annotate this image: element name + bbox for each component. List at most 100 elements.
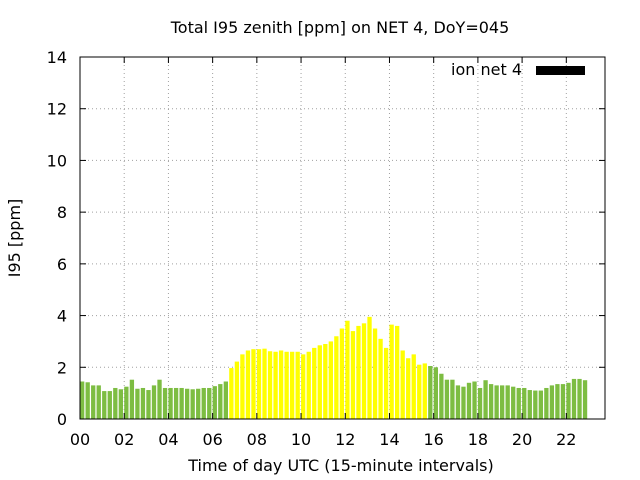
bar xyxy=(577,378,582,419)
bar xyxy=(538,390,543,419)
bar xyxy=(267,351,273,419)
x-tick-label: 14 xyxy=(379,430,399,449)
bar xyxy=(511,386,516,419)
bar xyxy=(516,387,521,419)
y-tick-label: 8 xyxy=(57,203,67,222)
bar xyxy=(234,361,240,419)
grid xyxy=(80,57,605,419)
bar xyxy=(273,351,278,419)
y-tick-label: 10 xyxy=(47,151,67,170)
bar xyxy=(367,316,372,419)
bar xyxy=(190,389,195,419)
bar xyxy=(124,386,129,419)
bar xyxy=(317,345,322,419)
bar xyxy=(345,320,350,419)
bar xyxy=(361,323,367,419)
bar xyxy=(80,381,85,419)
bar xyxy=(378,338,383,419)
bar xyxy=(135,388,140,419)
x-tick-label: 16 xyxy=(424,430,444,449)
bar xyxy=(306,351,311,419)
bar xyxy=(428,365,433,419)
bar xyxy=(527,390,532,419)
legend-label: ion net 4 xyxy=(451,60,522,79)
bar xyxy=(433,367,438,419)
bar xyxy=(483,380,488,419)
bar xyxy=(295,351,300,419)
bar xyxy=(339,328,345,419)
bar xyxy=(146,390,151,419)
bar xyxy=(500,385,505,419)
y-tick-label: 12 xyxy=(47,100,67,119)
bar xyxy=(129,379,135,419)
bar xyxy=(455,385,461,419)
bar xyxy=(201,387,206,419)
bar xyxy=(212,386,217,419)
bar xyxy=(107,391,112,419)
bar xyxy=(262,348,267,419)
bar xyxy=(245,350,251,419)
bar xyxy=(406,358,411,419)
legend: ion net 4 xyxy=(451,60,585,79)
bar xyxy=(400,350,405,419)
bar xyxy=(113,387,118,419)
bar xyxy=(411,354,416,419)
bar xyxy=(571,378,577,419)
y-tick-label: 0 xyxy=(57,410,67,429)
bar xyxy=(168,387,173,419)
x-tick-label: 12 xyxy=(335,430,355,449)
bar xyxy=(323,344,328,419)
bar xyxy=(549,385,555,419)
bar xyxy=(466,382,472,419)
bar xyxy=(229,368,234,419)
x-tick-label: 08 xyxy=(247,430,267,449)
bar xyxy=(140,387,146,419)
bar xyxy=(185,388,190,419)
bar xyxy=(118,389,123,419)
bar xyxy=(251,349,256,419)
bar xyxy=(91,385,96,419)
bar xyxy=(450,379,455,419)
bar xyxy=(505,385,510,419)
plot-frame xyxy=(79,56,606,420)
bar xyxy=(207,387,212,419)
bar xyxy=(555,384,560,419)
bar xyxy=(494,385,499,419)
bar xyxy=(533,390,538,419)
bar xyxy=(356,325,361,419)
bar xyxy=(544,387,549,419)
bar xyxy=(477,387,483,419)
bar xyxy=(350,331,356,419)
bar xyxy=(240,354,245,419)
bar xyxy=(162,387,168,419)
bar xyxy=(151,385,157,419)
y-axis-label: I95 [ppm] xyxy=(5,199,24,278)
legend-swatch xyxy=(536,66,585,75)
bar xyxy=(85,382,90,419)
bar xyxy=(218,384,223,419)
x-axis-label: Time of day UTC (15-minute intervals) xyxy=(187,456,494,475)
bar xyxy=(256,349,262,419)
bar xyxy=(472,381,477,419)
x-tick-label: 02 xyxy=(114,430,134,449)
bar xyxy=(566,382,571,419)
bar xyxy=(328,341,333,419)
bar xyxy=(522,387,527,419)
x-tick-label: 06 xyxy=(202,430,222,449)
x-tick-label: 22 xyxy=(556,430,576,449)
bar xyxy=(157,379,162,419)
bar xyxy=(102,391,107,419)
bar xyxy=(96,385,101,419)
bar xyxy=(173,387,179,419)
bar xyxy=(334,336,339,419)
y-tick-label: 2 xyxy=(57,358,67,377)
x-tick-label: 04 xyxy=(158,430,178,449)
bar xyxy=(179,387,184,419)
x-tick-label: 20 xyxy=(512,430,532,449)
bar xyxy=(560,384,566,419)
bar xyxy=(488,384,494,419)
bar xyxy=(290,351,295,419)
bar xyxy=(383,347,389,419)
x-tick-label: 18 xyxy=(468,430,488,449)
y-tick-label: 6 xyxy=(57,255,67,274)
